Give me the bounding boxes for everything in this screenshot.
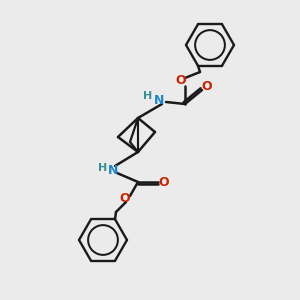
Text: O: O (176, 74, 186, 88)
Text: N: N (154, 94, 164, 106)
Text: H: H (143, 91, 153, 101)
Text: N: N (108, 164, 118, 178)
Text: O: O (159, 176, 169, 188)
Text: O: O (202, 80, 212, 94)
Text: O: O (120, 193, 130, 206)
Text: H: H (98, 163, 108, 173)
